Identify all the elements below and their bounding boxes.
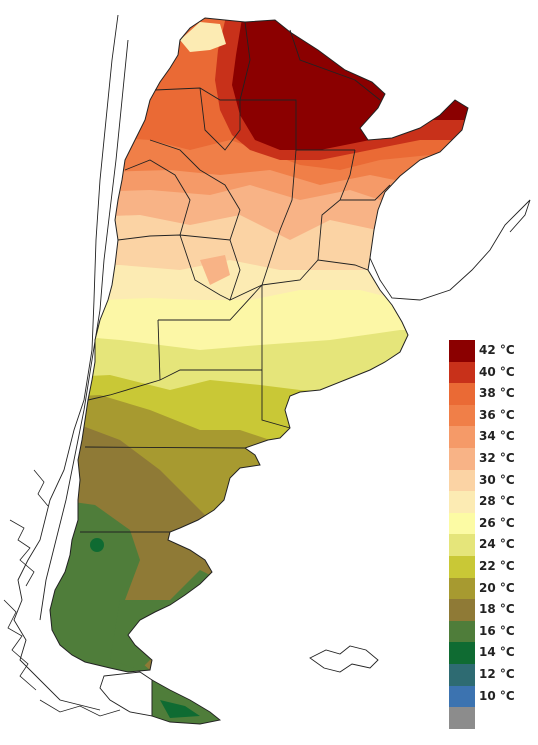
legend-label: 26 °C	[479, 515, 515, 530]
legend-item: 34 °C	[449, 426, 529, 448]
malvinas-islands	[309, 645, 379, 673]
tierra-del-fuego-chile	[99, 671, 153, 717]
chile-border	[39, 39, 129, 621]
legend-item: 28 °C	[449, 491, 529, 513]
legend-swatch	[449, 555, 475, 578]
legend-swatch	[449, 340, 475, 362]
legend-item: 20 °C	[449, 577, 529, 600]
legend-label: 18 °C	[479, 602, 515, 617]
legend-item: 18 °C	[449, 599, 529, 621]
legend-swatch	[449, 491, 475, 513]
legend-swatch	[449, 404, 475, 427]
legend-label: 36 °C	[479, 407, 515, 422]
legend-swatch	[449, 620, 475, 643]
legend-swatch	[449, 577, 475, 600]
legend-swatch	[449, 469, 475, 492]
legend-item: 10 °C	[449, 685, 529, 708]
uruguay-coast	[369, 199, 531, 301]
legend-label: 38 °C	[479, 386, 515, 401]
legend-item: 22 °C	[449, 555, 529, 578]
legend-label: 42 °C	[479, 343, 515, 357]
legend-label: 14 °C	[479, 645, 515, 660]
legend-swatch	[449, 642, 475, 664]
legend-swatch	[449, 383, 475, 405]
legend-label: 16 °C	[479, 623, 515, 638]
legend-item: 26 °C	[449, 512, 529, 535]
legend-label: 24 °C	[479, 537, 515, 552]
legend-swatch	[449, 663, 475, 686]
legend-item: 12 °C	[449, 663, 529, 686]
legend-label: 20 °C	[479, 580, 515, 595]
legend-item: 30 °C	[449, 469, 529, 492]
legend-item: 14 °C	[449, 642, 529, 664]
chile-coastline	[13, 14, 119, 711]
legend-swatch	[449, 707, 475, 729]
temperature-legend: 42 °C 40 °C 38 °C 36 °C 34 °C 32 °C 30 °C 28 °C…	[449, 340, 529, 729]
legend-label: 22 °C	[479, 558, 515, 573]
legend-label: 10 °C	[479, 688, 515, 703]
legend-item: 24 °C	[449, 534, 529, 556]
legend-label: 28 °C	[479, 494, 515, 509]
legend-label: 32 °C	[479, 450, 515, 465]
legend-swatch	[449, 685, 475, 708]
legend-item: 32 °C	[449, 447, 529, 470]
tierra-del-fuego-cool-zone	[160, 700, 200, 718]
legend-item: 38 °C	[449, 383, 529, 405]
province-borders	[80, 21, 391, 533]
legend-label: 40 °C	[479, 364, 515, 379]
legend-label: 34 °C	[479, 429, 515, 444]
legend-swatch	[449, 426, 475, 448]
legend-swatch	[449, 599, 475, 621]
legend-swatch	[449, 361, 475, 384]
legend-item: 40 °C	[449, 361, 529, 384]
legend-item: 36 °C	[449, 404, 529, 427]
fjord-islands	[3, 469, 121, 717]
legend-label: 30 °C	[479, 472, 515, 487]
legend-label: 12 °C	[479, 666, 515, 681]
legend-item	[449, 707, 529, 729]
legend-item: 42 °C	[449, 340, 529, 362]
legend-swatch	[449, 534, 475, 556]
legend-swatch	[449, 447, 475, 470]
legend-swatch	[449, 512, 475, 535]
legend-item: 16 °C	[449, 620, 529, 643]
